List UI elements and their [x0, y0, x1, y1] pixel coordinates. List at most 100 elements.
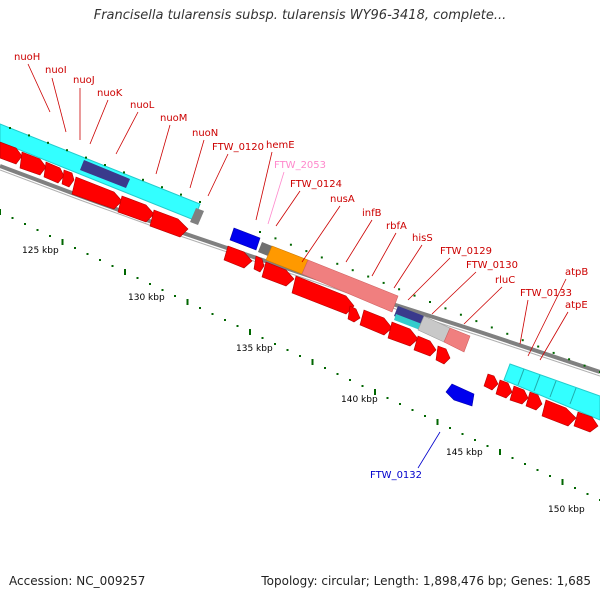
- navy-feature-1[interactable]: [80, 160, 130, 188]
- leader-line: [393, 244, 423, 289]
- leader-line: [431, 271, 477, 315]
- scale-tick: [490, 326, 493, 329]
- scale-tick: [261, 337, 264, 339]
- scale-tick: [274, 237, 277, 240]
- gene-label-infB[interactable]: infB: [362, 208, 382, 219]
- scale-tick: [104, 164, 106, 166]
- gene-label-FTW_0133[interactable]: FTW_0133: [520, 288, 572, 299]
- cds-arrow[interactable]: [483, 373, 499, 391]
- scale-tick: [199, 307, 201, 309]
- gray-feature-2[interactable]: [258, 242, 272, 256]
- scale-tick: [424, 415, 426, 417]
- cds-arrow[interactable]: [525, 391, 543, 411]
- gene-label-nuoH[interactable]: nuoH: [14, 52, 40, 63]
- scale-ticks: [0, 127, 600, 501]
- pink-feature-band[interactable]: [301, 259, 399, 313]
- gene-label-FTW_0132[interactable]: FTW_0132: [370, 470, 422, 481]
- gene-label-atpB[interactable]: atpB: [565, 267, 588, 278]
- scale-tick: [475, 320, 478, 323]
- cds-arrow[interactable]: [387, 321, 419, 347]
- cds-arrow[interactable]: [117, 195, 155, 223]
- scale-tick: [374, 389, 376, 395]
- scale-tick: [574, 487, 576, 489]
- scale-label-140: 140 kbp: [341, 395, 378, 405]
- cds-arrow[interactable]: [359, 309, 393, 336]
- leader-line: [89, 99, 109, 145]
- leader-line: [539, 311, 569, 361]
- cds-arrow[interactable]: [19, 151, 47, 176]
- cds-arrow[interactable]: [43, 161, 65, 184]
- gene-label-atpE[interactable]: atpE: [565, 300, 588, 311]
- gene-label-rbfA[interactable]: rbfA: [386, 221, 407, 232]
- leader-line: [463, 286, 503, 325]
- leader-line: [407, 257, 451, 301]
- gene-label-rluC[interactable]: rluC: [495, 275, 515, 286]
- gene-label-nuoI[interactable]: nuoI: [45, 65, 67, 76]
- pink-feature-small[interactable]: [443, 327, 471, 353]
- gene-label-nuoK[interactable]: nuoK: [97, 88, 123, 99]
- cds-arrows-middle: [223, 245, 451, 365]
- scale-tick: [236, 325, 239, 327]
- gene-label-FTW_0130[interactable]: FTW_0130: [466, 260, 518, 271]
- cds-arrow[interactable]: [541, 399, 577, 427]
- gene-label-FTW_0120[interactable]: FTW_0120: [212, 142, 264, 153]
- cds-arrow[interactable]: [495, 379, 513, 399]
- scale-label-135: 135 kbp: [236, 344, 273, 354]
- leader-line: [301, 205, 341, 263]
- scale-tick: [506, 332, 509, 335]
- leader-line: [207, 153, 229, 197]
- scale-tick: [311, 359, 314, 365]
- scale-tick: [411, 409, 414, 411]
- gene-label-nuoM[interactable]: nuoM: [160, 113, 187, 124]
- scale-tick: [161, 289, 164, 291]
- scale-tick: [124, 269, 126, 275]
- gene-label-nuoJ[interactable]: nuoJ: [73, 75, 95, 86]
- scale-tick: [499, 449, 501, 455]
- scale-tick: [61, 239, 64, 245]
- gene-label-FTW_0124[interactable]: FTW_0124: [290, 179, 342, 190]
- leader-line: [27, 63, 51, 113]
- scale-tick: [444, 307, 447, 310]
- scale-tick: [486, 445, 489, 447]
- gene-label-nusA[interactable]: nusA: [330, 194, 355, 205]
- cds-arrow[interactable]: [573, 411, 599, 433]
- scale-tick: [224, 319, 226, 321]
- scale-tick: [511, 457, 514, 459]
- blue-arrow-FTW_0132[interactable]: [445, 383, 475, 407]
- cds-arrow[interactable]: [149, 209, 189, 238]
- scale-tick: [436, 419, 439, 425]
- gene-label-FTW_2053[interactable]: FTW_2053: [274, 160, 326, 171]
- cds-arrow[interactable]: [61, 169, 75, 188]
- scale-tick: [537, 345, 540, 348]
- cds-arrow[interactable]: [435, 345, 451, 365]
- cds-arrow[interactable]: [509, 385, 529, 405]
- cds-arrow[interactable]: [71, 176, 123, 210]
- cds-arrow[interactable]: [261, 261, 295, 287]
- scale-tick: [320, 256, 323, 259]
- scale-tick: [47, 141, 49, 144]
- blue-feature-hemE-region[interactable]: [229, 227, 261, 251]
- topology-summary: Topology: circular; Length: 1,898,476 bp…: [261, 574, 591, 588]
- scale-tick: [161, 186, 163, 189]
- gene-label-hemE[interactable]: hemE: [266, 140, 295, 151]
- gray-feature-1[interactable]: [190, 208, 204, 225]
- label-leader-lines: [27, 63, 569, 469]
- scale-tick: [429, 301, 431, 303]
- gene-label-nuoN[interactable]: nuoN: [192, 128, 218, 139]
- scale-tick: [259, 231, 261, 233]
- navy-feature-2[interactable]: [394, 306, 424, 326]
- cds-arrow[interactable]: [0, 141, 23, 165]
- cyan-feature-2[interactable]: [394, 314, 422, 330]
- gene-label-hisS[interactable]: hisS: [412, 233, 433, 244]
- cds-arrow[interactable]: [253, 255, 265, 273]
- cds-arrow[interactable]: [347, 305, 361, 323]
- scale-tick: [305, 250, 308, 253]
- cds-arrow[interactable]: [413, 335, 437, 357]
- scale-tick: [299, 355, 301, 357]
- gene-label-nuoL[interactable]: nuoL: [130, 100, 155, 111]
- scale-tick: [382, 281, 385, 284]
- cds-arrow[interactable]: [223, 245, 253, 269]
- gene-label-FTW_0129[interactable]: FTW_0129: [440, 246, 492, 257]
- scale-tick: [136, 277, 139, 279]
- scale-tick: [86, 253, 89, 255]
